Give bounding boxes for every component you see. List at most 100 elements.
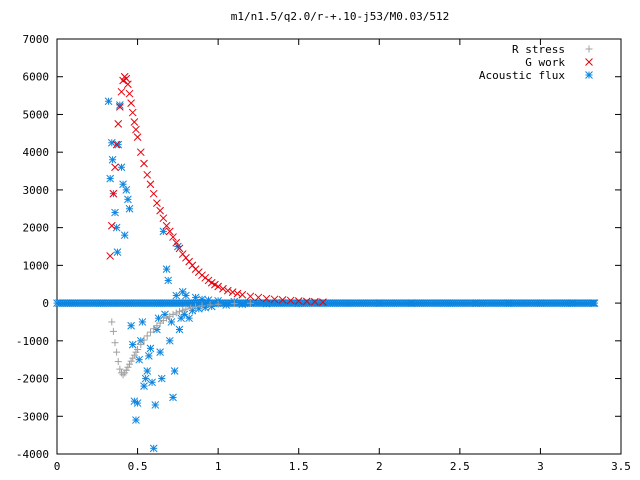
g-work-point xyxy=(140,159,148,168)
r-stress-point xyxy=(134,345,142,353)
acoustic-flux-point xyxy=(504,299,513,307)
acoustic-flux-point xyxy=(182,291,190,300)
acoustic-flux-point xyxy=(472,299,480,307)
r-stress-point xyxy=(198,302,206,310)
acoustic-flux-point xyxy=(589,299,598,307)
acoustic-flux-point xyxy=(222,301,231,309)
y-tick-label: 5000 xyxy=(23,108,50,121)
acoustic-flux-point xyxy=(172,291,181,300)
acoustic-flux-point xyxy=(119,180,127,189)
g-work-point xyxy=(175,244,184,253)
acoustic-flux-point xyxy=(185,314,193,323)
g-work-point xyxy=(162,221,171,230)
acoustic-flux-point xyxy=(536,299,545,307)
g-work-point xyxy=(246,292,255,301)
g-work-point xyxy=(125,89,134,98)
r-stress-point xyxy=(246,299,254,307)
g-work-point xyxy=(223,286,232,295)
g-work-point xyxy=(278,296,287,304)
g-work-point xyxy=(169,233,177,241)
y-tick-label: 0 xyxy=(42,297,49,310)
acoustic-flux-point xyxy=(132,416,140,424)
acoustic-flux-point xyxy=(164,276,173,285)
acoustic-flux-point xyxy=(162,265,171,273)
r-stress-point xyxy=(137,341,145,349)
data-marks xyxy=(53,72,599,453)
x-tick-label: 0 xyxy=(54,460,61,473)
y-tick-label: -2000 xyxy=(16,373,49,386)
g-work-point xyxy=(262,294,271,303)
legend-label: Acoustic flux xyxy=(479,69,565,82)
axes: 0 0.5 1 1.5 2 2.5 3 3.5 -4000 -3000 -2000 -1000 0 100… xyxy=(16,33,631,473)
g-work-point xyxy=(214,282,222,291)
r-stress-point xyxy=(169,310,177,318)
g-work-point xyxy=(286,296,295,305)
acoustic-flux-point xyxy=(113,248,122,257)
y-tick-label: -4000 xyxy=(16,448,49,461)
g-work-point xyxy=(106,252,115,260)
r-stress-point xyxy=(122,366,130,374)
acoustic-flux-point xyxy=(157,374,166,383)
legend-marker xyxy=(585,58,593,66)
g-work-point xyxy=(302,297,311,306)
acoustic-flux-point xyxy=(191,293,200,302)
acoustic-flux-point xyxy=(143,367,152,375)
acoustic-flux-point xyxy=(161,310,169,319)
acoustic-flux-point xyxy=(141,374,150,383)
x-tick-label: 1 xyxy=(215,460,222,473)
g-work-point xyxy=(172,238,181,247)
legend-marker xyxy=(585,45,593,53)
series-r-stress xyxy=(108,299,254,379)
r-stress-point xyxy=(114,358,122,366)
acoustic-flux-point xyxy=(238,300,247,309)
g-work-point xyxy=(111,163,119,172)
acoustic-flux-point xyxy=(114,140,123,149)
g-work-point xyxy=(112,140,121,149)
acoustic-flux-point xyxy=(127,321,135,330)
acoustic-flux-point xyxy=(170,367,179,375)
acoustic-flux-point xyxy=(122,186,131,194)
acoustic-flux-point xyxy=(439,299,448,307)
acoustic-flux-point xyxy=(135,355,144,364)
r-stress-point xyxy=(140,336,148,344)
g-work-point xyxy=(107,221,116,230)
x-tick-label: 3 xyxy=(537,460,544,473)
g-work-point xyxy=(143,170,152,179)
r-stress-point xyxy=(146,328,154,336)
r-stress-point xyxy=(206,301,214,309)
acoustic-flux-point xyxy=(107,138,116,147)
g-work-point xyxy=(319,298,327,307)
r-stress-point xyxy=(192,303,200,311)
g-work-point xyxy=(156,206,164,215)
g-work-point xyxy=(294,297,303,305)
g-work-point xyxy=(127,99,135,107)
r-stress-point xyxy=(116,365,124,373)
acoustic-flux-point xyxy=(117,163,126,172)
acoustic-flux-point xyxy=(120,231,129,240)
g-work-point xyxy=(115,103,124,111)
g-work-point xyxy=(130,118,139,126)
acoustic-flux-point xyxy=(310,299,319,307)
acoustic-flux-point xyxy=(108,155,117,164)
series-acoustic-flux xyxy=(104,97,598,453)
r-stress-point xyxy=(179,306,187,314)
g-work-point xyxy=(146,180,155,189)
r-stress-point xyxy=(124,363,132,371)
r-stress-point xyxy=(127,357,135,365)
g-work-point xyxy=(136,148,145,157)
r-stress-point xyxy=(182,305,190,313)
x-tick-label: 2.5 xyxy=(450,460,470,473)
acoustic-flux-point xyxy=(124,195,132,204)
y-tick-label: 6000 xyxy=(23,71,50,84)
series-g-work xyxy=(106,72,327,307)
y-tick-label: 1000 xyxy=(23,259,50,272)
g-work-point xyxy=(238,290,247,299)
y-tick-label: 4000 xyxy=(23,146,50,159)
acoustic-flux-point xyxy=(133,399,142,407)
acoustic-flux-point xyxy=(407,299,416,307)
r-stress-point xyxy=(129,354,137,362)
acoustic-flux-point xyxy=(207,302,216,311)
y-tick-label: -1000 xyxy=(16,335,49,348)
acoustic-flux-point xyxy=(343,299,351,307)
g-work-point xyxy=(114,120,123,128)
